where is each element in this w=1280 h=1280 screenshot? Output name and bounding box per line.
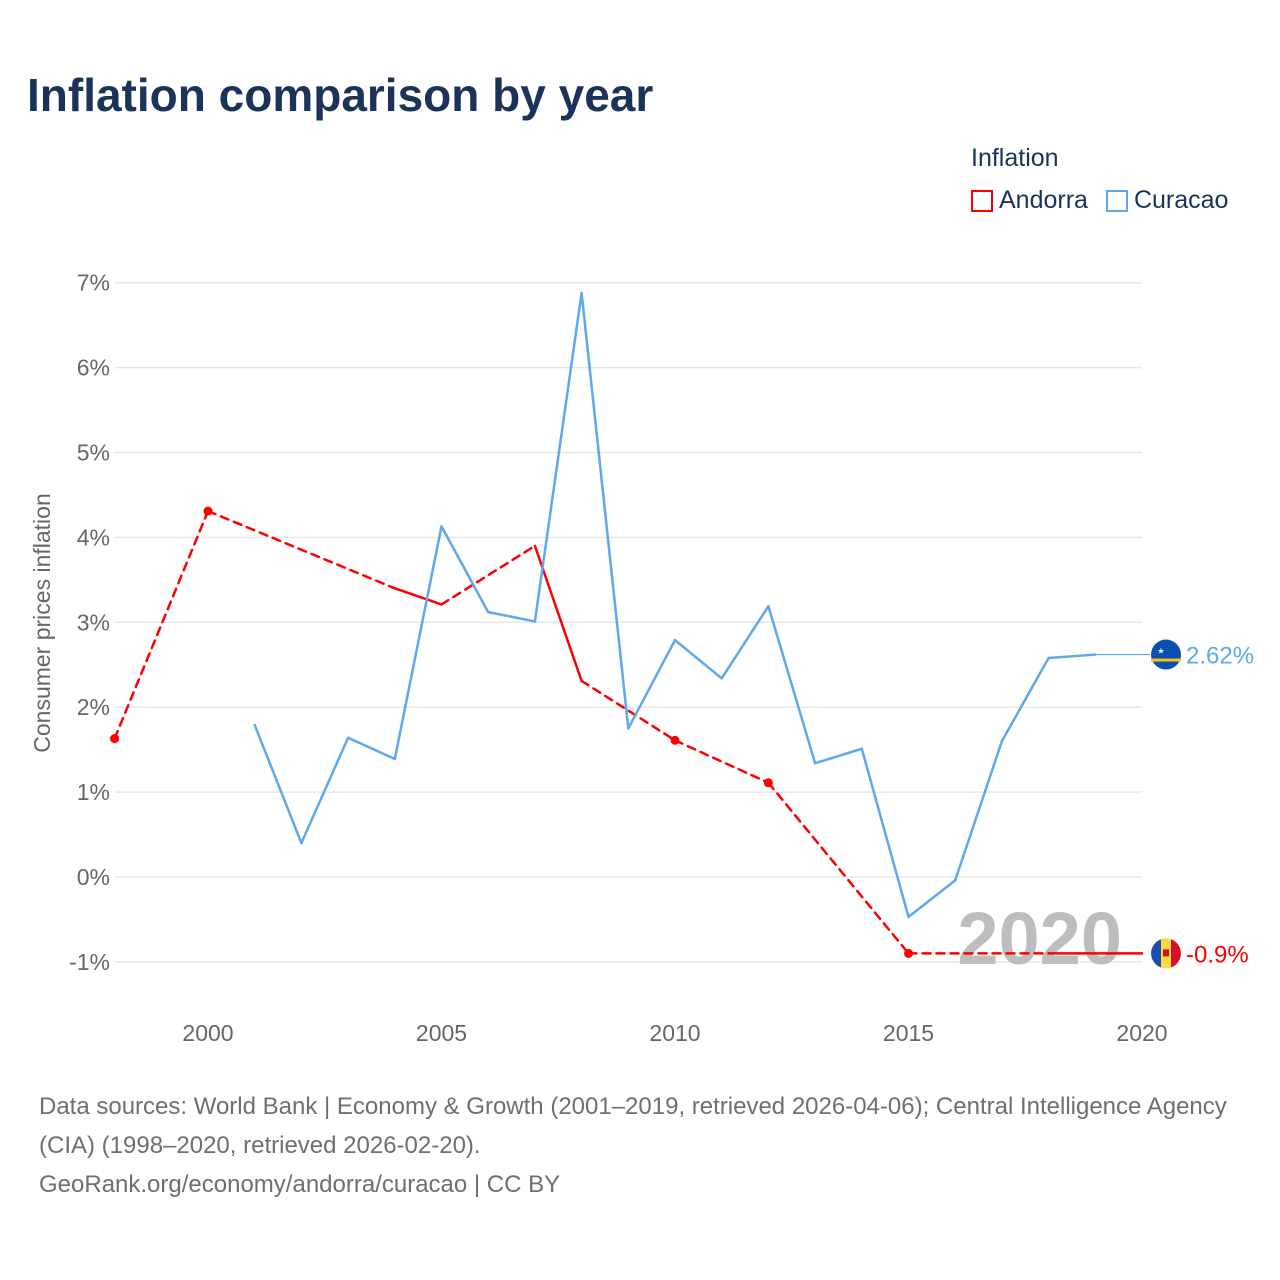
curacao-line-segment	[346, 736, 397, 761]
y-tick-label: 3%	[77, 609, 110, 635]
legend-swatch-andorra	[971, 189, 993, 212]
y-tick-label: 1%	[77, 779, 110, 805]
legend-label: Andorra	[999, 186, 1088, 214]
y-axis-label: Consumer prices inflation	[29, 493, 55, 753]
andorra-line-segment	[440, 544, 537, 606]
curacao-line-segment	[627, 638, 677, 730]
curacao-line-segment	[813, 747, 864, 765]
curacao-flag-stripe	[1151, 658, 1181, 662]
andorra-line-segment	[580, 679, 677, 742]
footer: Data sources: World Bank | Economy & Gro…	[39, 1087, 1249, 1204]
andorra-flag-red	[1171, 939, 1181, 968]
y-tick-label: 7%	[77, 270, 110, 296]
curacao-flag-star: ★	[1157, 647, 1164, 656]
curacao-line-segment	[720, 604, 770, 680]
y-tick-label: -1%	[69, 949, 110, 975]
legend-item-andorra[interactable]: Andorra	[971, 186, 1088, 215]
curacao-line-segment	[860, 747, 910, 919]
legend-title: Inflation	[971, 144, 1059, 172]
x-tick-label: 2005	[416, 1020, 467, 1046]
y-tick-label: 2%	[77, 694, 110, 720]
legend-swatch-curacao	[1105, 189, 1128, 212]
x-tick-label: 2000	[182, 1020, 233, 1046]
y-tick-label: 4%	[77, 524, 110, 550]
andorra-line-segment	[767, 781, 910, 955]
andorra-flag-blue	[1151, 939, 1161, 968]
year-watermark: 2020	[957, 897, 1122, 980]
curacao-flag-icon	[1151, 639, 1181, 670]
curacao-line-segment	[393, 525, 443, 761]
legend-item-curacao[interactable]: Curacao	[1105, 186, 1229, 215]
andorra-data-point	[904, 948, 913, 958]
curacao-line-segment	[767, 604, 817, 765]
andorra-line-segment	[206, 509, 397, 590]
y-tick-label: 5%	[77, 440, 110, 466]
credit-link[interactable]: GeoRank.org/economy/andorra/curacao | CC…	[39, 1171, 561, 1198]
x-tick-label: 2020	[1116, 1020, 1167, 1046]
x-tick-label: 2010	[649, 1020, 700, 1046]
andorra-data-point	[110, 734, 120, 744]
andorra-line-segment	[113, 509, 210, 740]
curacao-end-label: 2.62%	[1186, 643, 1254, 670]
curacao-line-segment	[580, 291, 630, 730]
data-sources: Data sources: World Bank | Economy & Gro…	[39, 1093, 1227, 1159]
curacao-line-segment	[907, 879, 957, 919]
curacao-line-segment	[486, 610, 537, 623]
andorra-line-segment	[673, 739, 770, 785]
andorra-data-point	[203, 506, 213, 516]
legend-label: Curacao	[1133, 186, 1229, 214]
curacao-line-segment	[1047, 653, 1097, 660]
andorra-data-point	[763, 778, 773, 788]
chart-title: Inflation comparison by year	[27, 69, 654, 121]
andorra-data-point	[670, 735, 680, 745]
curacao-line-segment	[1000, 656, 1050, 743]
y-tick-label: 6%	[77, 355, 110, 381]
x-tick-label: 2015	[883, 1020, 934, 1046]
curacao-line-segment	[533, 291, 583, 623]
curacao-line-segment	[300, 736, 350, 845]
curacao-line-segment	[253, 723, 303, 845]
y-tick-label: 0%	[77, 864, 110, 890]
andorra-line-segment	[393, 587, 443, 606]
andorra-end-label: -0.9%	[1186, 941, 1249, 968]
curacao-line-segment	[440, 525, 490, 614]
legend: Andorra Curacao	[971, 186, 1228, 215]
andorra-flag-crest	[1163, 949, 1169, 957]
curacao-line-segment	[953, 739, 1004, 882]
curacao-line-segment	[673, 638, 723, 680]
